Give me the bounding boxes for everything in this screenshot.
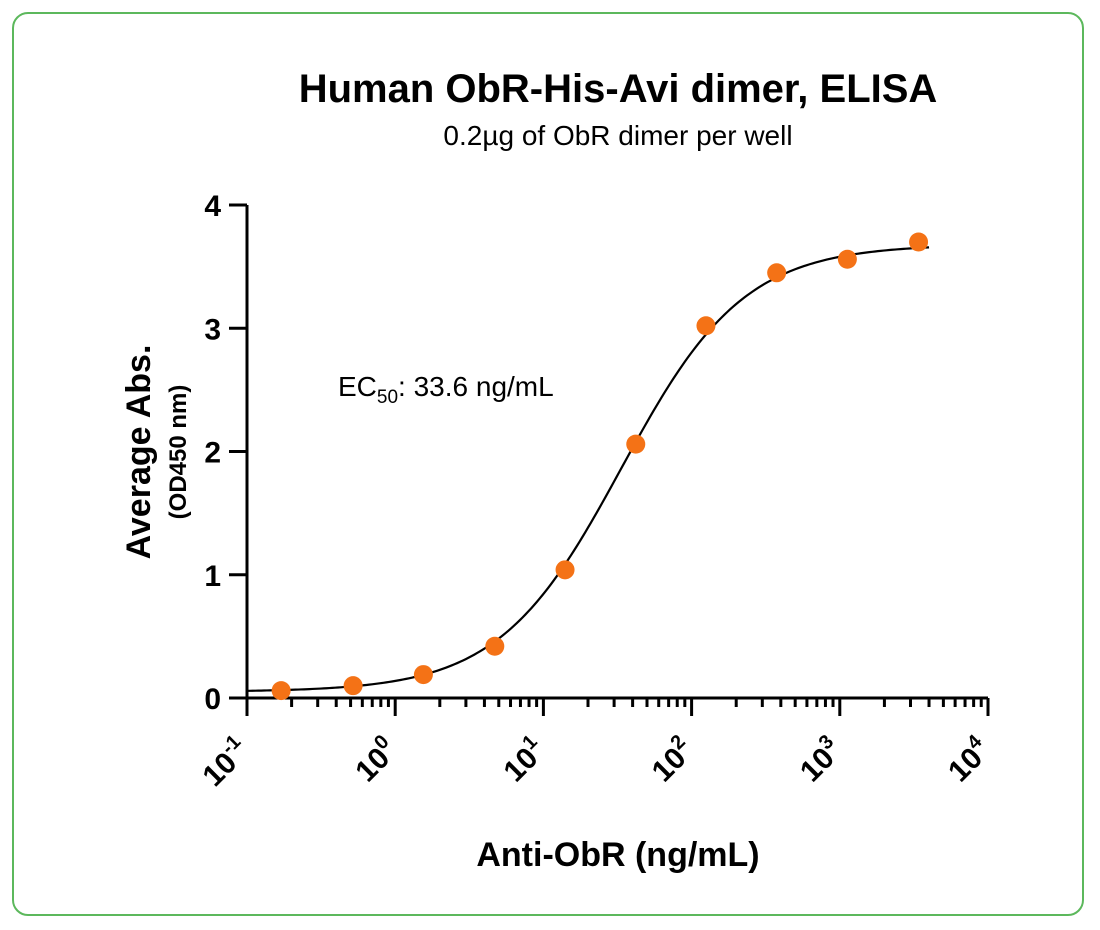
x-tick-label: 101 [495, 731, 553, 789]
chart-subtitle: 0.2µg of ObR dimer per well [443, 120, 792, 151]
data-point [271, 681, 291, 701]
x-axis-label: Anti-ObR (ng/mL) [476, 836, 759, 874]
data-point [909, 232, 929, 252]
y-tick-label: 0 [204, 683, 221, 716]
data-point [485, 636, 505, 656]
axes [245, 205, 988, 700]
ec50-value: : 33.6 ng/mL [398, 371, 554, 402]
y-axis-sublabel: (OD450 nm) [165, 385, 192, 520]
data-point [767, 263, 787, 283]
data-point [413, 665, 433, 685]
chart-frame [12, 12, 1084, 916]
data-point [837, 249, 857, 269]
x-tick-label: 10-1 [194, 731, 256, 793]
data-point [696, 316, 716, 336]
ec50-subscript: 50 [377, 387, 398, 408]
y-ticks: 0 1 2 3 4 [204, 190, 247, 716]
data-points [271, 232, 929, 701]
y-tick-label: 2 [204, 437, 221, 470]
chart-title: Human ObR-His-Avi dimer, ELISA [299, 67, 938, 111]
data-point [626, 434, 646, 454]
x-tick-label: 102 [643, 731, 701, 789]
ec50-annotation: EC50: 33.6 ng/mL [338, 371, 554, 408]
x-tick-label: 104 [939, 730, 997, 788]
y-tick-label: 3 [204, 313, 221, 346]
data-point [555, 560, 575, 580]
ec50-prefix: EC [338, 371, 377, 402]
y-axis-label: Average Abs. [120, 345, 158, 560]
x-ticks: 10-1 100 101 102 103 104 [194, 698, 997, 793]
data-point [343, 676, 363, 696]
fit-curve-group [246, 246, 930, 692]
x-tick-label: 103 [791, 731, 849, 789]
y-tick-label: 4 [204, 190, 221, 223]
y-tick-label: 1 [204, 560, 221, 593]
x-tick-label: 100 [347, 731, 405, 789]
fit-curve [246, 246, 930, 692]
